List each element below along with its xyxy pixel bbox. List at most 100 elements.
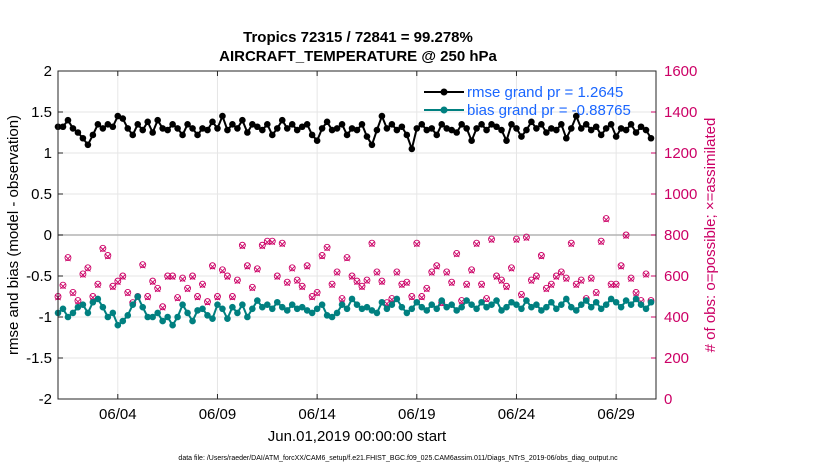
rmse-point xyxy=(119,115,127,122)
bias-point xyxy=(543,303,550,311)
obs-assimilated-marker xyxy=(239,243,246,250)
obs-assimilated-marker xyxy=(304,263,311,270)
rmse-point xyxy=(453,129,460,136)
bias-point xyxy=(582,297,590,304)
rmse-point xyxy=(558,121,565,128)
obs-assimilated-marker xyxy=(169,274,176,280)
bias-point xyxy=(463,297,470,304)
rmse-point xyxy=(428,125,436,132)
obs-assimilated-stroke xyxy=(199,282,206,289)
obs-assimilated-stroke xyxy=(60,283,66,290)
bias-point xyxy=(563,295,570,303)
rmse-point xyxy=(74,129,82,136)
obs-possible-marker xyxy=(562,274,570,282)
bias-point xyxy=(592,298,600,306)
obs-assimilated-marker xyxy=(114,279,121,286)
obs-assimilated-stroke xyxy=(458,298,465,305)
rmse-point xyxy=(264,121,271,128)
obs-assimilated-marker xyxy=(418,294,425,301)
bias-point xyxy=(164,313,171,321)
obs-possible-marker xyxy=(368,239,376,247)
obs-possible-marker xyxy=(109,282,117,290)
bias-point xyxy=(214,301,221,309)
bias-point xyxy=(104,313,112,321)
obs-assimilated-marker xyxy=(254,266,261,273)
rmse-point xyxy=(104,121,112,128)
rmse-point xyxy=(448,126,455,134)
obs-possible-marker xyxy=(298,282,306,290)
obs-assimilated-stroke xyxy=(473,241,480,248)
rmse-point xyxy=(403,131,411,139)
obs-assimilated-marker xyxy=(259,243,266,250)
obs-assimilated-stroke xyxy=(433,263,440,270)
obs-possible-marker xyxy=(463,280,471,288)
obs-assimilated-stroke xyxy=(164,274,171,280)
bias-point xyxy=(533,301,540,309)
obs-assimilated-stroke xyxy=(144,294,151,301)
bias-point xyxy=(234,309,241,317)
obs-assimilated-marker xyxy=(70,290,76,297)
obs-assimilated-marker xyxy=(508,265,515,272)
bias-point xyxy=(383,305,391,313)
rmse-point xyxy=(622,126,630,134)
obs-possible-marker xyxy=(273,272,281,280)
bias-point xyxy=(298,303,306,311)
obs-assimilated-marker xyxy=(334,270,340,276)
obs-assimilated-marker xyxy=(463,282,470,289)
bias-point xyxy=(323,312,331,319)
bias-point xyxy=(69,309,77,317)
bias-point xyxy=(413,298,421,306)
rmse-point xyxy=(642,126,650,134)
obs-possible-marker xyxy=(248,283,256,291)
legend: rmse grand pr = 1.2645 bias grand pr = -… xyxy=(424,84,631,119)
bias-point xyxy=(278,303,286,311)
obs-assimilated-stroke xyxy=(309,294,316,301)
obs-assimilated-marker xyxy=(563,276,570,282)
obs-assimilated-marker xyxy=(224,274,231,280)
rmse-point xyxy=(483,126,490,134)
obs-assimilated-marker xyxy=(478,282,485,289)
obs-possible-marker xyxy=(263,237,271,245)
obs-possible-marker xyxy=(228,293,236,300)
bias-point xyxy=(254,297,261,304)
obs-assimilated-marker xyxy=(60,283,66,290)
obs-assimilated-marker xyxy=(234,278,241,285)
obs-assimilated-marker xyxy=(269,239,276,246)
obs-possible-marker xyxy=(468,266,476,274)
y-tick-label-left: 0.5 xyxy=(31,186,52,203)
bias-point xyxy=(328,313,336,321)
obs-assimilated-stroke xyxy=(608,282,615,289)
rmse-point xyxy=(632,129,640,136)
obs-assimilated-stroke xyxy=(488,237,495,244)
rmse-point xyxy=(179,131,186,139)
obs-possible-marker xyxy=(218,266,226,274)
obs-assimilated-marker xyxy=(124,290,131,297)
obs-assimilated-marker xyxy=(309,294,316,301)
rmse-point xyxy=(572,112,580,120)
bias-point xyxy=(308,309,316,317)
obs-possible-marker xyxy=(69,288,77,296)
obs-possible-marker xyxy=(378,277,386,285)
obs-assimilated-stroke xyxy=(508,265,515,272)
rmse-point xyxy=(602,125,610,132)
rmse-point xyxy=(478,121,485,128)
obs-assimilated-stroke xyxy=(568,241,575,248)
bias-point xyxy=(488,301,495,309)
rmse-point xyxy=(458,121,465,128)
obs-assimilated-marker xyxy=(548,282,555,289)
bias-point xyxy=(179,301,186,309)
obs-assimilated-stroke xyxy=(598,239,605,246)
bias-point xyxy=(518,305,525,313)
obs-assimilated-marker xyxy=(139,262,146,269)
bias-point xyxy=(443,303,451,311)
obs-assimilated-marker xyxy=(468,267,475,274)
obs-assimilated-marker xyxy=(84,265,91,272)
x-axis-label: Jun.01,2019 00:00:00 start xyxy=(268,428,447,445)
bias-point xyxy=(637,301,645,309)
obs-assimilated-marker xyxy=(528,278,535,285)
obs-assimilated-marker xyxy=(154,286,161,293)
y-tick-label-left: -1.5 xyxy=(26,350,52,367)
bias-point xyxy=(388,301,396,309)
rmse-point xyxy=(587,126,595,134)
bias-point xyxy=(558,301,565,309)
